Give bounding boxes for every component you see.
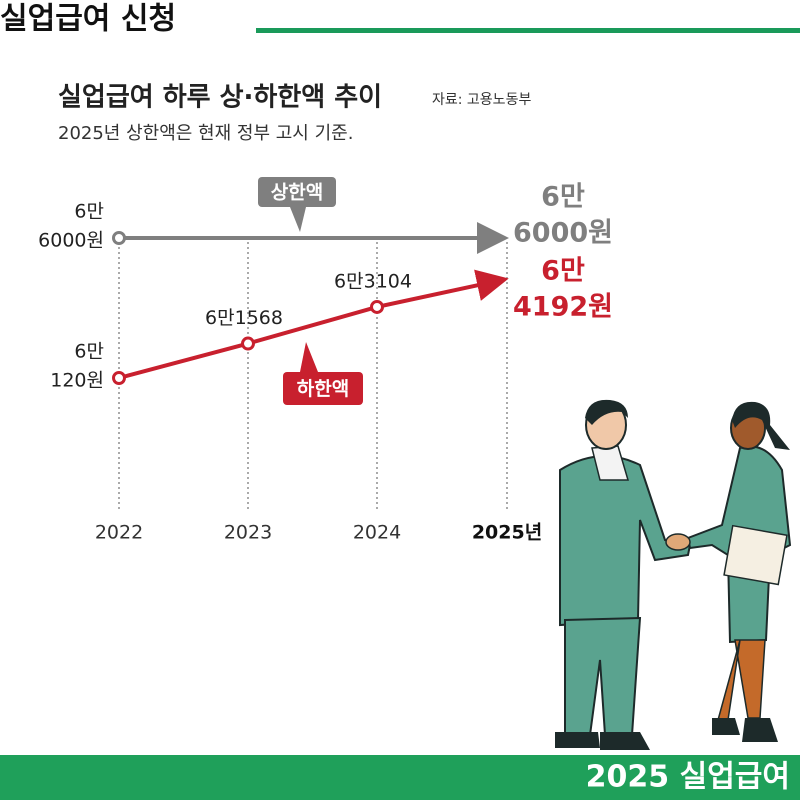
chart-subtitle: 2025년 상한액은 현재 정부 고시 기준. [58,123,353,144]
x-tick-label: 2024 [353,522,401,544]
value-label: 6000원 [513,218,613,249]
data-point [112,371,126,385]
plot: 2022 2023 2024 2025년 6만 6000원 6만 6000원 상한액 6만 120원… [38,177,613,544]
value-label: 6만1568 [205,307,283,329]
footer-bar [0,755,800,800]
footer-text: 2025 실업급여 [586,760,790,795]
header-title: 실업급여 신청 [0,2,176,37]
value-label: 4192원 [513,292,613,323]
value-label: 6만 [74,341,104,363]
chart-source: 자료: 고용노동부 [432,92,531,108]
illustration [555,399,792,750]
value-label: 6000원 [38,230,104,252]
value-label: 120원 [50,370,104,392]
legend-box [283,372,363,405]
value-label: 6만 [74,201,104,223]
data-point [112,231,126,245]
legend-label: 상한액 [271,182,323,204]
header-rule [256,28,800,33]
legend-pointer [300,342,318,372]
legend-pointer [290,207,306,232]
data-point [370,299,384,314]
x-tick-label: 2025년 [472,522,542,544]
legend-label: 하한액 [297,378,349,400]
chart-title: 실업급여 하루 상·하한액 추이 [58,83,382,113]
value-label: 6만 [541,256,585,287]
value-label: 6만 [541,182,585,213]
x-tick-label: 2022 [95,522,143,544]
value-label: 6만3104 [334,270,412,292]
series-line [118,269,509,380]
data-point [241,336,255,351]
x-tick-label: 2023 [224,522,272,544]
legend-box [258,177,336,207]
